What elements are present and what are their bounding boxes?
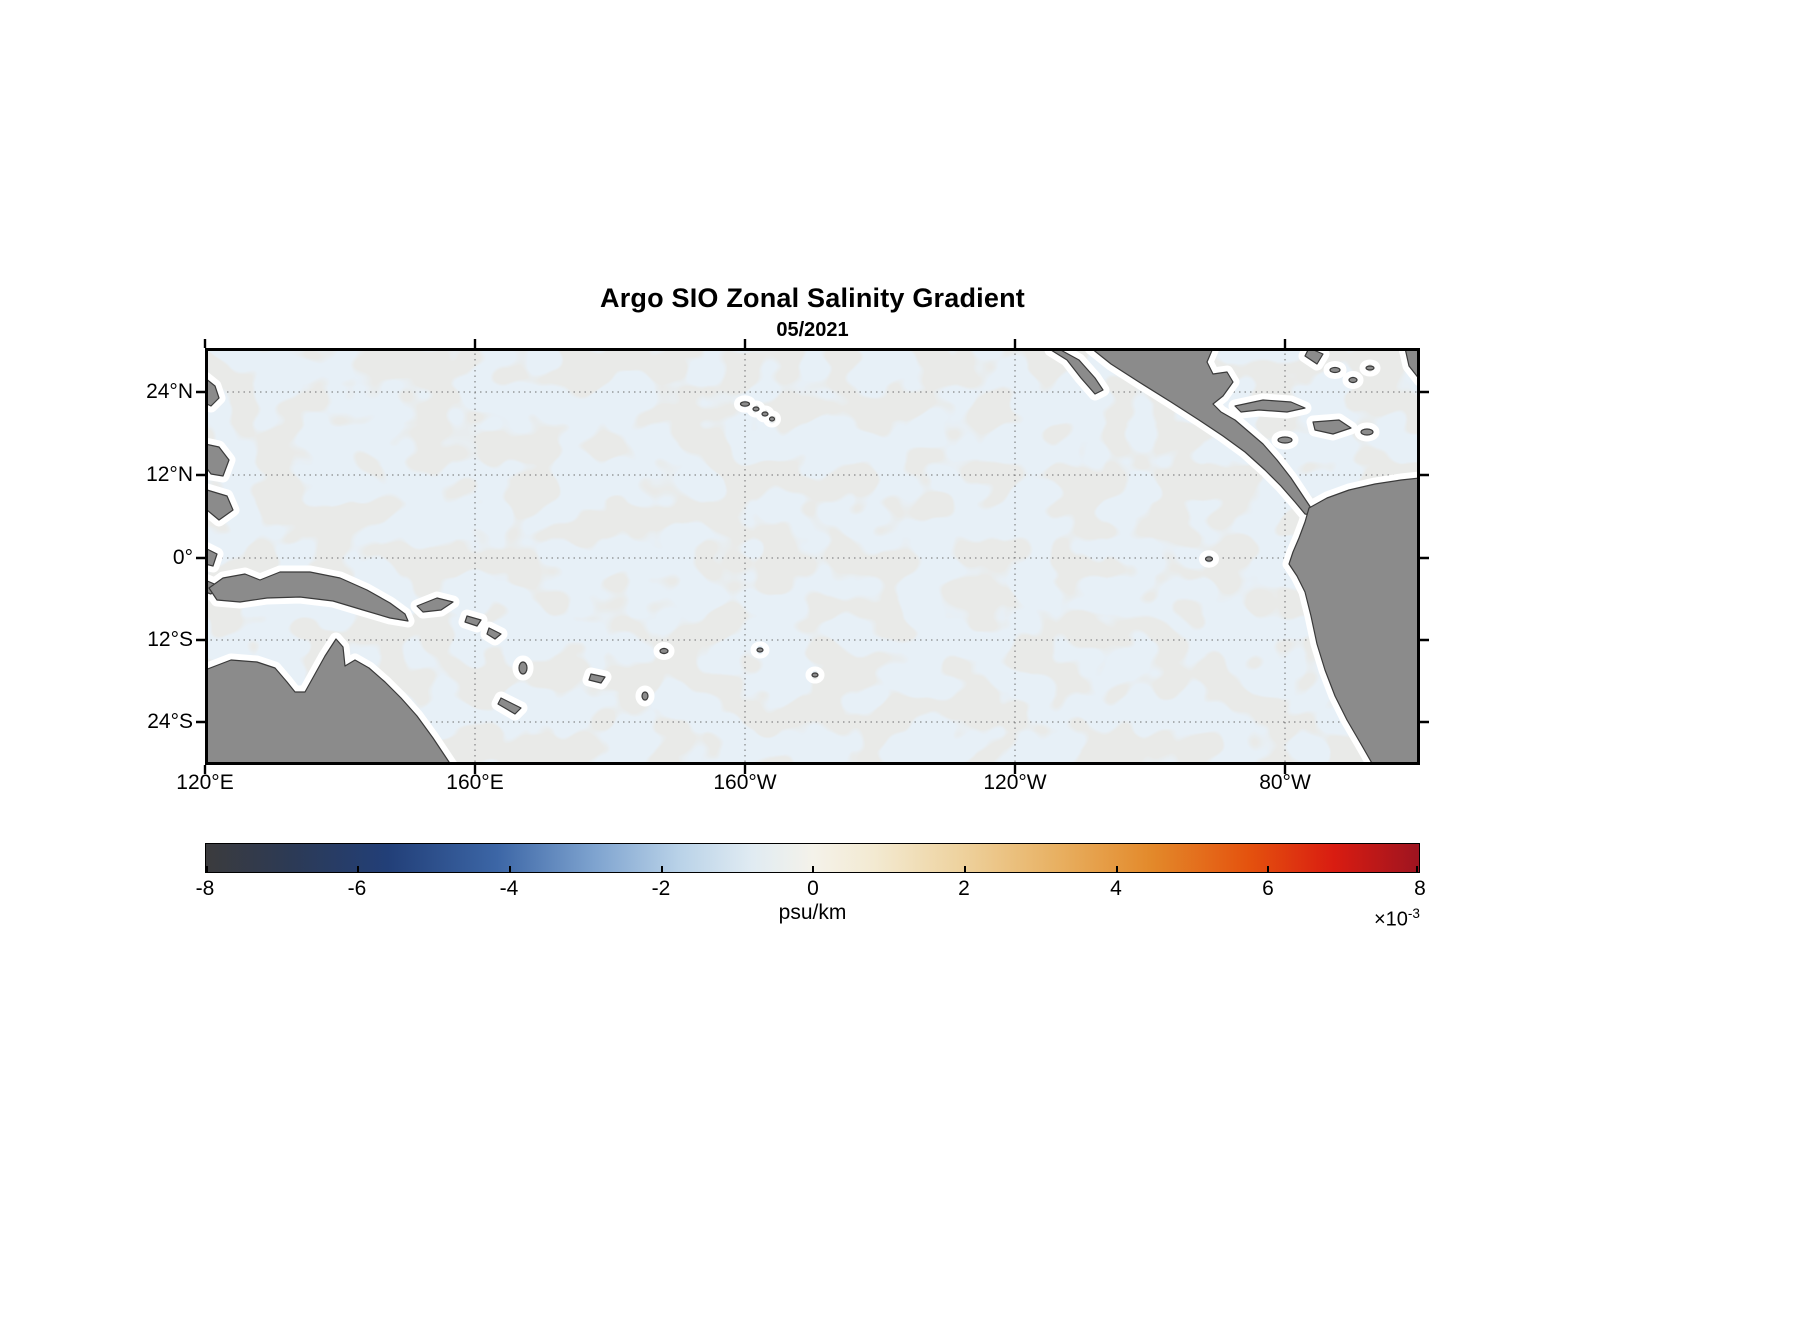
- xtick-160e: 160°E: [446, 771, 504, 794]
- ytick-24s: 24°S: [147, 710, 193, 733]
- ytick-0: 0°: [172, 546, 193, 569]
- colorbar-scale-label: ×10-3: [1270, 906, 1420, 932]
- axis-tick-marks: [196, 339, 1429, 774]
- xtick-120e: 120°E: [176, 771, 234, 794]
- colorbar-tick: [964, 866, 966, 872]
- colorbar-tick: [1416, 866, 1418, 872]
- colorbar-tick: [661, 866, 663, 872]
- colorbar-tick: [509, 866, 511, 872]
- chart-title: Argo SIO Zonal Salinity Gradient: [600, 283, 1025, 313]
- colorbar-tick: [206, 866, 208, 872]
- xtick-160w: 160°W: [713, 771, 777, 794]
- cbar-label-neg6: -6: [347, 877, 367, 900]
- cbar-label-neg4: -4: [499, 877, 519, 900]
- scale-base: ×10: [1373, 908, 1408, 931]
- colorbar-tick: [1267, 866, 1269, 872]
- map-panel: [196, 339, 1429, 774]
- cbar-label-0: 0: [807, 877, 819, 900]
- colorbar-tick: [357, 866, 359, 872]
- colorbar-tick: [812, 866, 814, 872]
- colorbar-tick: [1116, 866, 1118, 872]
- map-svg: [196, 339, 1429, 774]
- scale-exponent: -3: [1407, 906, 1420, 921]
- colorbar-units-label: psu/km: [778, 901, 847, 924]
- cbar-label-6: 6: [1262, 877, 1274, 900]
- cbar-label-8: 8: [1414, 877, 1426, 900]
- xtick-120w: 120°W: [983, 771, 1047, 794]
- ytick-12s: 12°S: [147, 628, 193, 651]
- cbar-label-4: 4: [1110, 877, 1122, 900]
- colorbar: [205, 843, 1420, 873]
- cbar-label-2: 2: [958, 877, 970, 900]
- ytick-12n: 12°N: [146, 463, 193, 486]
- xtick-80w: 80°W: [1259, 771, 1311, 794]
- ytick-24n: 24°N: [146, 380, 193, 403]
- cbar-label-neg8: -8: [195, 877, 215, 900]
- map-frame: [205, 348, 1420, 765]
- chart-subtitle: 05/2021: [776, 319, 849, 341]
- cbar-label-neg2: -2: [651, 877, 671, 900]
